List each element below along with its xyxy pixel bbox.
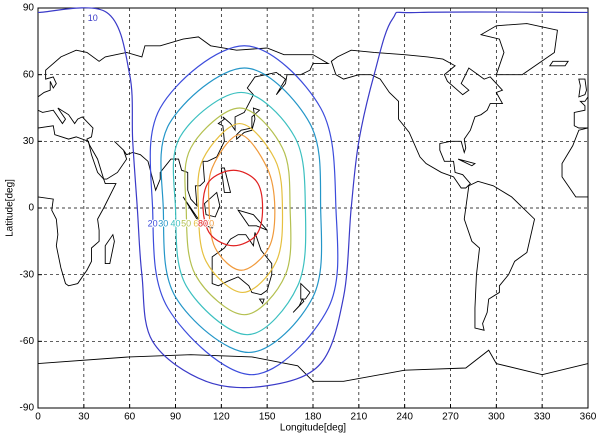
y-tick-label: 30 (23, 136, 35, 147)
contour-line (37, 7, 589, 389)
contour-label: 20 (148, 218, 158, 228)
x-tick-label: 0 (35, 412, 41, 423)
x-tick-label: 90 (170, 412, 182, 423)
x-tick-label: 120 (213, 412, 230, 423)
contour-label: 40 (170, 218, 180, 228)
contour-line (172, 91, 307, 336)
x-tick-label: 60 (124, 412, 136, 423)
contour-label: 10 (88, 13, 98, 23)
contour-line (207, 134, 276, 271)
contour-line (149, 45, 339, 376)
x-tick-label: 240 (396, 412, 413, 423)
contour-label: 30 (158, 218, 168, 228)
y-tick-label: 60 (23, 69, 35, 80)
x-tick-label: 300 (488, 412, 505, 423)
x-tick-label: 210 (350, 412, 367, 423)
x-tick-label: 330 (534, 412, 551, 423)
contour-line (160, 67, 323, 354)
y-tick-label: 0 (28, 203, 34, 214)
contour-label: 50 (181, 218, 191, 228)
x-tick-label: 30 (78, 412, 90, 423)
x-tick-label: 150 (259, 412, 276, 423)
y-axis-label: Latitude[deg] (5, 179, 16, 237)
contour-label: 60 (193, 218, 203, 228)
x-axis-label: Longitude[deg] (280, 423, 346, 434)
y-tick-label: -60 (20, 336, 35, 347)
x-tick-label: 270 (442, 412, 459, 423)
contour-label: 80 (198, 218, 208, 228)
x-tick-label: 180 (305, 412, 322, 423)
contour-line (202, 169, 264, 247)
contour-line (184, 107, 292, 316)
contour-line (197, 122, 284, 294)
x-tick-label: 360 (580, 412, 597, 423)
y-tick-label: 90 (23, 3, 35, 14)
y-tick-label: -90 (20, 403, 35, 414)
y-tick-label: -30 (20, 269, 35, 280)
